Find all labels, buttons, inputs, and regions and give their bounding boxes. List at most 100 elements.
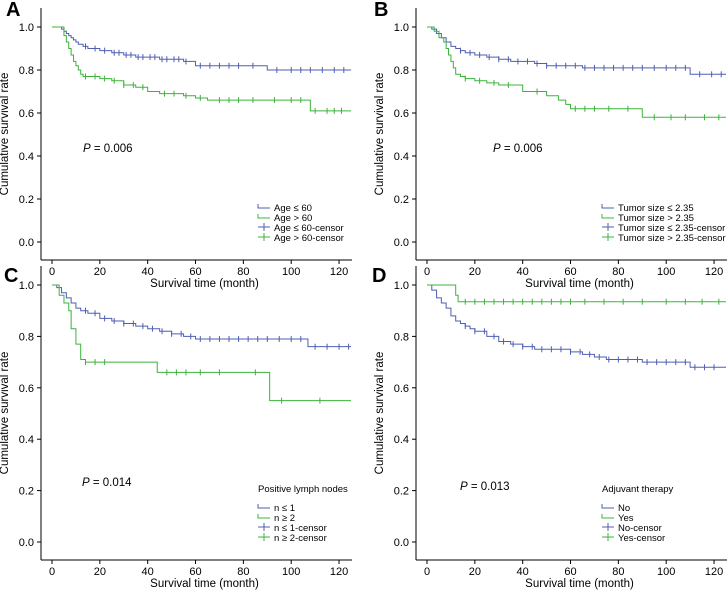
legend-entry: n ≤ 1-censor	[274, 523, 327, 534]
p-number: = 0.006	[501, 143, 543, 155]
x-tick-label: 20	[94, 566, 106, 578]
x-tick-label: 20	[469, 566, 481, 578]
y-tick-label: 0.0	[19, 537, 34, 549]
legend-entry: No-censor	[618, 523, 662, 534]
survival-curve	[427, 284, 726, 368]
panel-A: 0.0 0.2 0.4 0.6 0.8 1.0 0 20 40 60 80 100 120 Surviva…	[0, 0, 352, 290]
x-axis-label: Survival time (month)	[525, 278, 634, 290]
legend-entry: No	[618, 503, 630, 514]
legend-title: Adjuvant therapy	[602, 484, 674, 495]
legend-entry: Tumor size > 2.35	[618, 213, 694, 224]
p-symbol: P	[83, 143, 91, 155]
x-tick-label: 60	[564, 566, 576, 578]
y-tick-label: 0.8	[19, 331, 34, 343]
x-axis-label: Survival time (month)	[150, 278, 259, 290]
p-number: = 0.006	[91, 143, 133, 155]
y-tick-label: 0.0	[394, 237, 409, 249]
survival-curve	[52, 284, 351, 402]
p-value: P = 0.006	[83, 143, 133, 155]
y-axis-label: Cumulative survival rate	[374, 73, 386, 196]
legend-title: Positive lymph nodes	[258, 484, 348, 495]
x-tick-label: 0	[424, 266, 430, 278]
x-tick-label: 100	[282, 566, 300, 578]
x-tick-label: 40	[142, 566, 154, 578]
series-b	[427, 26, 726, 121]
y-tick-label: 0.8	[394, 331, 409, 343]
y-tick-label: 0.6	[19, 383, 34, 395]
legend-entry: Tumor size ≤ 2.35	[618, 203, 694, 214]
legend-swatch	[257, 204, 270, 209]
x-tick-label: 40	[517, 566, 529, 578]
panel-label: C	[4, 265, 18, 287]
series-a	[427, 26, 726, 78]
legend-entry: Age > 60	[274, 213, 312, 224]
x-tick-label: 80	[237, 266, 249, 278]
survival-curve	[52, 284, 351, 348]
legend-swatch	[601, 514, 614, 519]
legend-swatch	[257, 504, 270, 509]
series-a	[52, 284, 351, 350]
p-symbol: P	[82, 477, 90, 489]
panel-label: A	[6, 0, 20, 21]
legend-entry: Yes	[618, 513, 634, 524]
y-axis-label: Cumulative survival rate	[374, 352, 386, 475]
y-tick-label: 0.6	[394, 383, 409, 395]
survival-curve	[427, 26, 726, 75]
panel-C: 0.0 0.2 0.4 0.6 0.8 1.0 0 20 40 60 80 100 120 Surviva…	[0, 265, 352, 590]
survival-curve	[52, 26, 351, 71]
y-tick-label: 0.4	[394, 151, 409, 163]
legend-entry: n ≤ 1	[274, 503, 295, 514]
x-axis-label: Survival time (month)	[150, 578, 259, 590]
legend-entry: Tumor size > 2.35-censor	[618, 233, 726, 244]
x-tick-label: 100	[282, 266, 300, 278]
p-number: = 0.014	[90, 477, 132, 489]
x-tick-label: 60	[564, 266, 576, 278]
x-tick-label: 0	[49, 266, 55, 278]
x-tick-label: 40	[517, 266, 529, 278]
legend-swatch	[257, 214, 270, 219]
legend-entry: Yes-censor	[618, 533, 665, 544]
legend-entry: Age > 60-censor	[274, 233, 344, 244]
x-tick-label: 100	[657, 266, 675, 278]
panel-D: 0.0 0.2 0.4 0.6 0.8 1.0 0 20 40 60 80 100 120 Surviva…	[372, 265, 727, 590]
p-value: P = 0.013	[460, 481, 510, 493]
y-tick-label: 0.8	[394, 65, 409, 77]
y-tick-label: 1.0	[394, 280, 409, 292]
series-b	[52, 284, 351, 404]
x-tick-label: 20	[469, 266, 481, 278]
legend-entry: Age ≤ 60	[274, 203, 312, 214]
x-tick-label: 80	[237, 566, 249, 578]
legend-entry: Age ≤ 60-censor	[274, 223, 344, 234]
series-a	[52, 26, 351, 73]
p-value: P = 0.006	[493, 143, 543, 155]
series-a	[427, 284, 726, 371]
y-tick-label: 0.4	[19, 434, 34, 446]
y-tick-label: 1.0	[19, 22, 34, 34]
y-axis-label: Cumulative survival rate	[0, 352, 11, 475]
x-axis-label: Survival time (month)	[525, 578, 634, 590]
x-tick-label: 80	[612, 266, 624, 278]
y-tick-label: 0.2	[394, 486, 409, 498]
survival-curve	[427, 284, 726, 303]
legend-entry: Tumor size ≤ 2.35-censor	[618, 223, 725, 234]
y-axis-label: Cumulative survival rate	[0, 73, 11, 196]
x-tick-label: 120	[705, 566, 723, 578]
y-tick-label: 0.4	[19, 151, 34, 163]
legend: Positive lymph nodes n ≤ 1n ≥ 2n ≤ 1-cens…	[257, 484, 348, 544]
y-tick-label: 0.2	[394, 194, 409, 206]
legend-swatch	[601, 504, 614, 509]
x-tick-label: 0	[49, 566, 55, 578]
y-tick-label: 0.0	[19, 237, 34, 249]
x-tick-label: 80	[612, 566, 624, 578]
x-tick-label: 60	[189, 566, 201, 578]
x-tick-label: 20	[94, 266, 106, 278]
panel-B: 0.0 0.2 0.4 0.6 0.8 1.0 0 20 40 60 80 100 120 Surviva…	[374, 0, 727, 290]
series-b	[52, 26, 351, 114]
y-tick-label: 0.8	[19, 65, 34, 77]
x-tick-label: 40	[142, 266, 154, 278]
x-tick-label: 0	[424, 566, 430, 578]
survival-curve	[52, 26, 351, 112]
panel-label: B	[374, 0, 388, 21]
